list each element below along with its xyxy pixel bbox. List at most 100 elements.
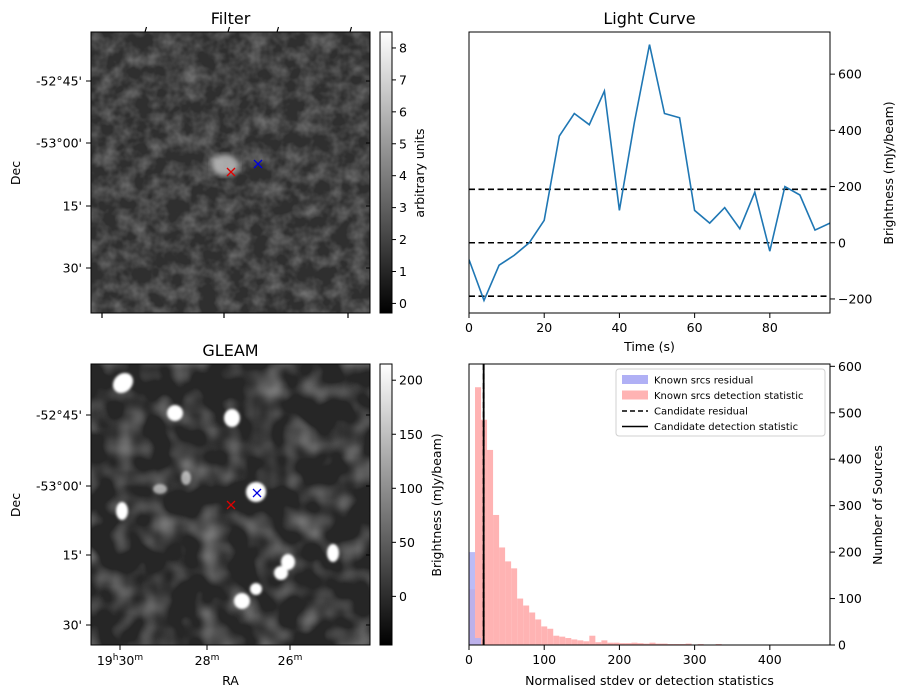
light-curve-series: [469, 44, 830, 303]
detection-bar-4: [493, 514, 500, 645]
legend-frame: [615, 368, 826, 437]
light-curve-xtick-label-0: 0: [465, 320, 473, 335]
detection-bar-12: [541, 626, 548, 645]
gleam-colorbar: [379, 363, 393, 646]
residual-bar-0: [469, 552, 476, 645]
gleam-title: GLEAM: [202, 341, 258, 360]
filter-top-tick-0: [144, 26, 148, 33]
light-curve-panel: Light Curve 0 20 40 60 80 −200 0 200 400 600 Tim…: [465, 9, 896, 354]
filter-cbtick-label-7: 7: [399, 72, 407, 87]
detection-bar-18: [577, 640, 584, 645]
light-curve-xtick-label-3: 60: [687, 320, 703, 335]
filter-cbtick-label-0: 0: [399, 296, 407, 311]
histogram-ytick-label-5: 500: [838, 405, 862, 420]
filter-cbtick-label-8: 8: [399, 40, 407, 55]
detection-bar-15: [559, 636, 566, 645]
filter-top-tick-2: [276, 26, 280, 33]
histogram-xlabel: Normalised stdev or detection statistics: [525, 673, 774, 688]
detection-bar-7: [511, 568, 518, 645]
detection-bar-6: [505, 561, 512, 645]
gleam-xtick-label-0: 19h30m: [97, 653, 143, 668]
histogram-ytick-label-6: 600: [838, 359, 862, 374]
filter-top-tick-1: [227, 26, 231, 33]
detection-bar-31: [655, 643, 662, 645]
detection-bar-21: [595, 642, 602, 645]
detection-bar-24: [613, 642, 620, 645]
legend-label-2: Candidate residual: [654, 407, 748, 418]
histogram-ytick-label-4: 400: [838, 452, 862, 467]
histogram-ytick-label-2: 200: [838, 545, 862, 560]
detection-bar-11: [535, 619, 542, 645]
detection-bar-10: [529, 612, 536, 645]
legend-label-3: Candidate detection statistic: [654, 422, 798, 433]
light-curve-ytick-label-0: −200: [838, 291, 872, 306]
filter-title: Filter: [211, 9, 251, 28]
filter-cbtick-label-2: 2: [399, 232, 407, 247]
light-curve-title: Light Curve: [603, 9, 695, 28]
filter-ytick-label-1: -53°00': [36, 136, 82, 151]
detection-bar-1: [475, 387, 482, 645]
filter-cbtick-label-1: 1: [399, 264, 407, 279]
histogram-ytick-label-0: 0: [838, 638, 846, 653]
filter-cbtick-label-4: 4: [399, 168, 407, 183]
filter-ytick-label-2: 15': [63, 199, 82, 214]
light-curve-ytick-label-2: 200: [838, 179, 862, 194]
filter-cbtick-label-6: 6: [399, 104, 407, 119]
residual-bar-1: [475, 638, 482, 645]
histogram-panel: 0 100 200 300 400 0 100 200 300 400 500 600 Normal…: [465, 359, 885, 688]
gleam-cbtick-label-1: 50: [399, 535, 415, 550]
filter-panel: Filter -52°45' -53°00' 15' 30' Dec 0 1 2 3 4 5 6 7…: [8, 9, 427, 318]
gleam-colorbar-label: Brightness (mJy/beam): [429, 433, 444, 576]
detection-bar-20: [589, 635, 596, 645]
detection-bar-13: [547, 628, 554, 645]
gleam-xlabel: RA: [222, 673, 239, 688]
detection-bar-9: [523, 605, 530, 645]
histogram-ytick-label-3: 300: [838, 498, 862, 513]
histogram-ytick-label-1: 100: [838, 591, 862, 606]
detection-bar-3: [487, 449, 494, 645]
gleam-ytick-label-3: 30': [63, 618, 82, 633]
detection-bar-25: [619, 643, 626, 645]
light-curve-ytick-label-4: 600: [838, 67, 862, 82]
gleam-marker-blue-x: [252, 488, 262, 498]
histogram-xtick-label-4: 400: [758, 652, 782, 667]
legend-swatch-0: [622, 375, 648, 384]
gleam-cbtick-label-2: 100: [399, 481, 423, 496]
filter-cbtick-label-3: 3: [399, 200, 407, 215]
gleam-ytick-label-1: -53°00': [36, 479, 82, 494]
filter-cbtick-label-5: 5: [399, 136, 407, 151]
gleam-xtick-label-2: 26m: [278, 653, 303, 668]
detection-bar-27: [631, 642, 638, 645]
detection-bar-29: [643, 643, 650, 645]
detection-bar-30: [649, 642, 656, 645]
detection-bar-17: [571, 639, 578, 645]
gleam-ytick-label-2: 15': [63, 548, 82, 563]
light-curve-ylabel: Brightness (mJy/beam): [881, 101, 896, 244]
light-curve-xtick-label-2: 40: [611, 320, 627, 335]
detection-bar-14: [553, 635, 560, 645]
gleam-ylabel: Dec: [8, 493, 23, 517]
detection-bar-5: [499, 547, 506, 645]
gleam-marker-red-x: [226, 500, 236, 510]
gleam-cbtick-label-3: 150: [399, 427, 423, 442]
detection-bar-22: [601, 640, 608, 645]
detection-bar-8: [517, 598, 524, 645]
legend-label-1: Known srcs detection statistic: [654, 391, 803, 402]
gleam-xtick-label-1: 28m: [195, 653, 220, 668]
filter-ytick-label-3: 30': [63, 261, 82, 276]
filter-ytick-label-0: -52°45': [36, 74, 82, 89]
gleam-cbtick-label-4: 200: [399, 373, 423, 388]
detection-bar-16: [565, 638, 572, 645]
filter-ylabel: Dec: [8, 161, 23, 185]
gleam-panel: GLEAM -52°45' -53°00' 15' 30' 19h30m 28m: [8, 341, 444, 688]
histogram-xtick-label-3: 300: [683, 652, 707, 667]
legend-swatch-1: [622, 390, 648, 400]
light-curve-xtick-label-1: 20: [536, 320, 552, 335]
detection-bar-32: [661, 643, 668, 645]
legend-label-0: Known srcs residual: [654, 376, 753, 387]
histogram-xtick-label-0: 0: [465, 652, 473, 667]
histogram-xtick-label-2: 200: [607, 652, 631, 667]
light-curve-ytick-label-3: 400: [838, 123, 862, 138]
detection-bar-19: [583, 641, 590, 645]
